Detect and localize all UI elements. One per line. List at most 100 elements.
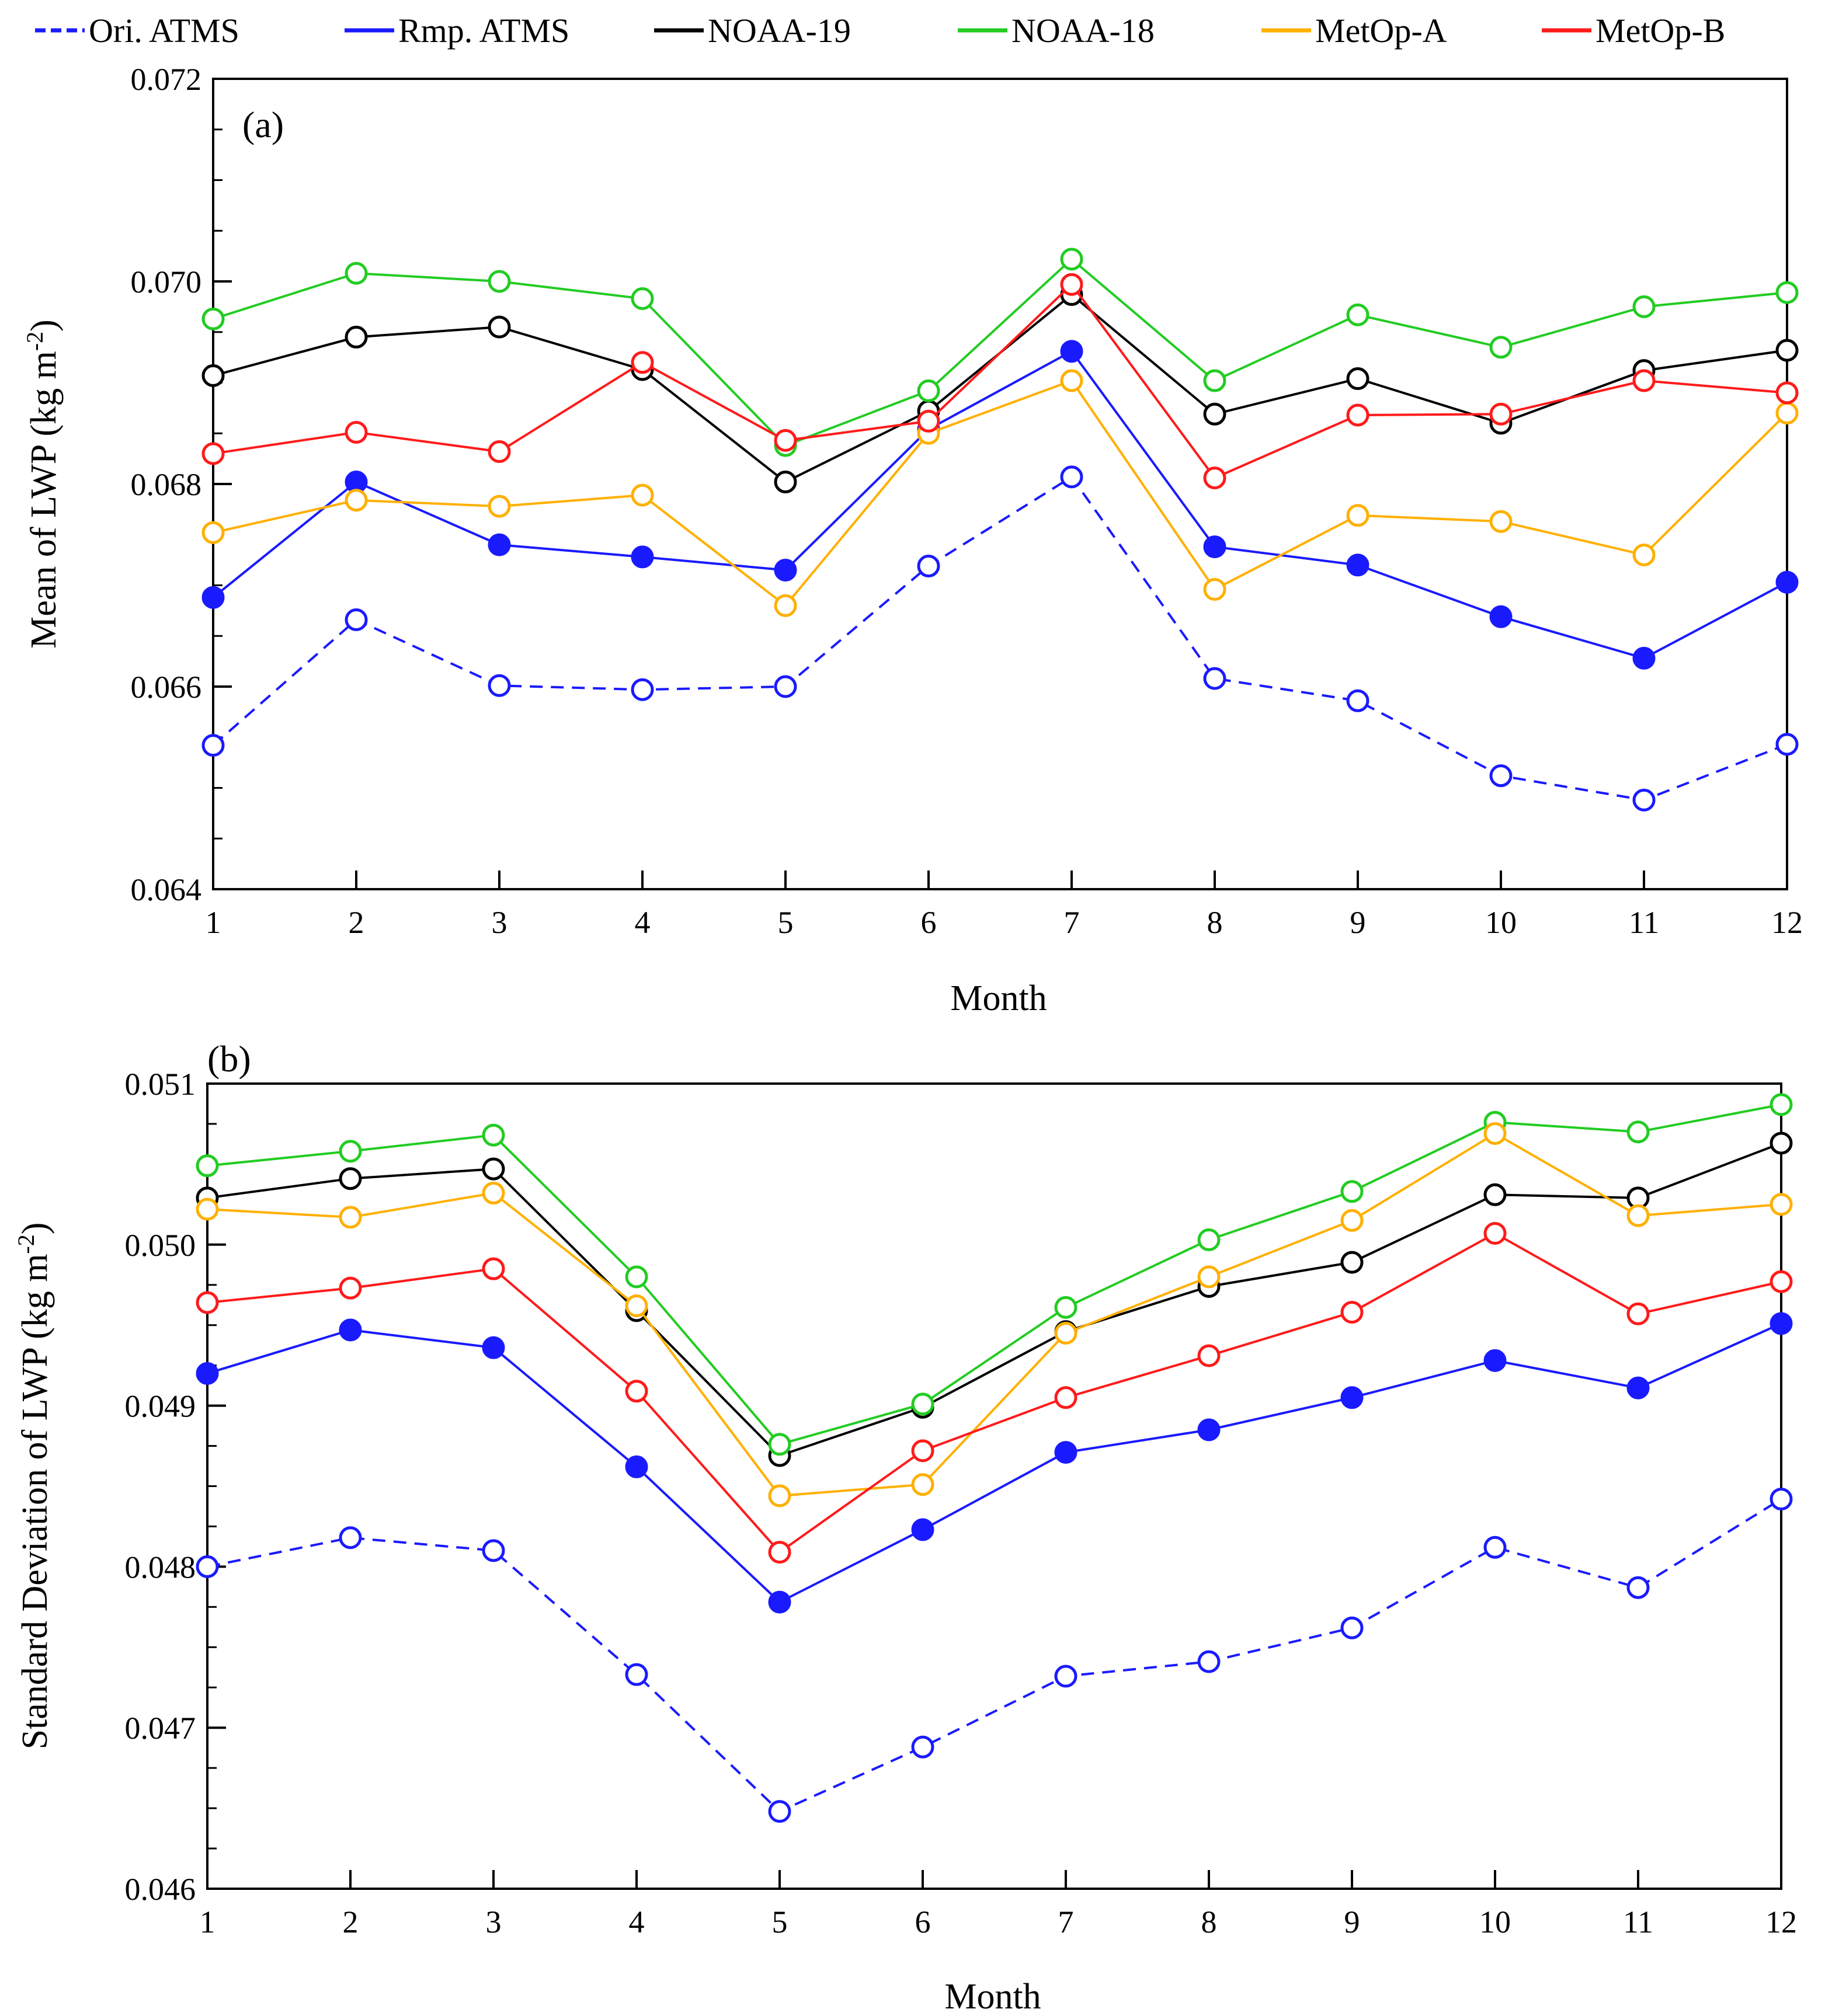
data-point [482,1539,505,1562]
data-point [1626,1204,1650,1227]
data-point [1197,1650,1221,1673]
data-point [1775,381,1799,405]
data-point [339,1276,362,1300]
data-point [1346,367,1369,391]
legend-item: Ori. ATMS [35,12,239,50]
data-point [482,1157,505,1181]
y-axis-label: Mean of LWP (kg m-2) [22,319,64,649]
data-point [768,1433,791,1456]
data-point [1632,646,1656,670]
data-point [768,1541,791,1564]
data-point [1770,1093,1793,1116]
legend-label: Ori. ATMS [89,12,239,50]
data-point [1197,1265,1221,1289]
data-point [911,1735,934,1759]
series-line-rmp-atms [212,350,1788,660]
y-tick-label: 0.047 [125,1711,196,1746]
data-point [911,1392,934,1416]
panel-label: (a) [242,104,284,145]
data-point [1632,788,1656,812]
data-point [1346,689,1369,712]
data-point [1340,1180,1364,1203]
data-point [911,1473,934,1496]
x-axis-label: Month [944,1977,1041,2016]
data-point [631,678,654,701]
data-point [1054,1665,1077,1688]
x-tick-label: 11 [1629,905,1659,940]
legend: Ori. ATMS Rmp. ATMS NOAA-19 NOAA-18 MetO… [35,12,1725,50]
x-tick-label: 1 [206,905,221,940]
data-point [1203,466,1226,490]
data-point [1340,1616,1364,1639]
y-tick-label: 0.066 [131,670,202,705]
legend-item: MetOp-A [1261,12,1447,50]
data-point [1626,1120,1650,1144]
y-tick-label: 0.046 [125,1872,196,1907]
data-point [1483,1221,1507,1245]
chart-panel-b: (b) Month Standard Deviation of LWP (kg … [13,1038,1798,2016]
legend-item: MetOp-B [1542,12,1725,50]
x-tick-label: 12 [1771,905,1803,940]
data-point [1054,1321,1077,1345]
data-point [917,379,940,402]
data-point [1054,1386,1077,1409]
data-point [1483,1349,1507,1372]
data-point [1060,369,1083,392]
x-tick-label: 2 [349,905,364,940]
data-point [631,287,654,310]
data-point [196,1362,219,1385]
data-point [1203,535,1226,559]
series-line-ori-atms [207,1498,1782,1813]
data-point [774,471,797,494]
data-point [1340,1386,1364,1409]
data-point [1770,1488,1793,1511]
legend-label: NOAA-19 [708,12,851,50]
y-tick-label: 0.068 [131,467,202,502]
y-tick-label: 0.048 [125,1550,196,1585]
series-line-noaa-18 [207,1103,1782,1446]
data-point [1060,248,1083,271]
x-axis-label: Month [950,979,1047,1018]
data-point [196,1154,219,1178]
data-point [625,1294,648,1318]
data-point [345,325,368,349]
x-tick-label: 11 [1623,1904,1653,1940]
x-tick-label: 8 [1201,1904,1217,1940]
data-point [631,483,654,507]
data-point [911,1439,934,1463]
data-point [1054,1296,1077,1319]
data-point [1346,303,1369,326]
data-point [1632,295,1656,318]
data-point [201,586,225,609]
data-point [339,1140,362,1163]
series-line-rmp-atms [207,1322,1782,1604]
data-point [768,1800,791,1823]
data-point [774,429,797,452]
data-point [1483,1122,1507,1145]
data-point [482,1257,505,1280]
data-point [917,409,940,433]
legend-label: NOAA-18 [1011,12,1155,50]
data-point [1770,1131,1793,1155]
x-tick-label: 6 [915,1904,931,1940]
data-point [625,1265,648,1289]
data-point [1197,1344,1221,1367]
data-point [1197,1418,1221,1442]
data-point [488,270,511,293]
x-tick-label: 10 [1479,1904,1511,1940]
data-point [1770,1270,1793,1293]
x-tick-label: 6 [921,905,937,940]
x-tick-label: 3 [486,1904,502,1940]
data-point [1626,1376,1650,1399]
data-point [1483,1535,1507,1559]
series-line-noaa-19 [207,1142,1782,1457]
data-point [1203,369,1226,392]
x-tick-label: 7 [1064,905,1080,940]
data-point [911,1518,934,1541]
data-point [345,608,368,631]
data-point [768,1590,791,1614]
y-tick-label: 0.050 [125,1228,196,1263]
data-point [201,364,225,387]
